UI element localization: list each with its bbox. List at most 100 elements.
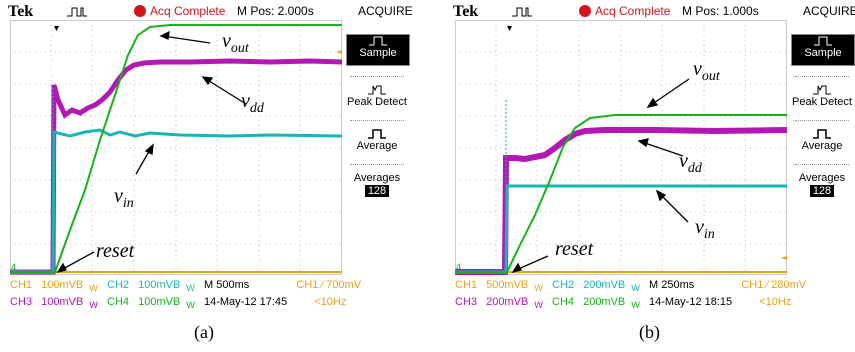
graticule: 4 <box>10 20 342 275</box>
peak-detect-icon <box>813 85 831 95</box>
acquisition-indicator-icon <box>579 5 591 17</box>
scope-topbar: Tek Acq Complete M Pos: 2.000s ACQUIRE <box>4 0 413 22</box>
average-button[interactable]: Average <box>346 128 408 152</box>
side-menu: Sample Peak Detect Average Averages 128 <box>346 20 410 275</box>
peak-detect-icon <box>368 85 386 95</box>
scope-topbar: Tek Acq Complete M Pos: 1.000s ACQUIRE <box>449 0 855 22</box>
trigger-setting: CH1 ∕ 700mV <box>296 279 362 291</box>
ch1-bw: W <box>89 283 98 294</box>
status-line-1: CH1 100mVB W CH2 100mVB W M 500ms CH1 ∕ 70… <box>10 279 367 293</box>
ch2-scale: 200mVB <box>583 279 626 291</box>
ch4-trace-vout <box>10 24 342 273</box>
ch4-scale: 100mVB <box>138 296 181 308</box>
ch4-trace-vout <box>455 114 787 273</box>
ch1-trigger-level-marker <box>336 50 342 54</box>
averages-value: 128 <box>364 185 390 197</box>
trigger-frequency: <10Hz <box>314 296 347 308</box>
brand-logo: Tek <box>8 3 34 20</box>
acquisition-indicator-icon <box>134 5 146 17</box>
peak-detect-button[interactable]: Peak Detect <box>346 84 408 108</box>
side-menu: Sample Peak Detect Average Averages 128 <box>791 20 855 275</box>
ch3-scale: 100mVB <box>41 296 84 308</box>
label-reset: reset <box>96 240 135 262</box>
ch1-label: CH1 <box>455 279 478 291</box>
ch1-bw: W <box>534 283 543 294</box>
ch3-trace-vdd <box>455 127 787 275</box>
ch3-bw: W <box>534 300 543 311</box>
average-label: Average <box>356 140 398 152</box>
ch4-ground-marker: 4 <box>11 262 16 272</box>
ch1-scale: 500mVB <box>486 279 529 291</box>
figure-caption: (a) <box>194 322 214 342</box>
status-line-1: CH1 500mVB W CH2 200mVB W M 250ms CH1 ∕ 28… <box>455 279 812 293</box>
timebase: M 500ms <box>204 279 250 291</box>
trigger-marker-icon <box>54 26 59 31</box>
label-vout: vout <box>222 30 249 56</box>
ch3-trace-vdd <box>10 58 342 275</box>
acquisition-status: Acq Complete <box>150 4 226 18</box>
pulse-trigger-icon <box>512 7 532 17</box>
averages-label: Averages <box>353 172 401 184</box>
ch1-scale: 100mVB <box>41 279 84 291</box>
peak-detect-button[interactable]: Peak Detect <box>791 84 853 108</box>
ch4-bw: W <box>631 300 640 311</box>
averages-label: Averages <box>798 172 846 184</box>
timebase: M 250ms <box>649 279 695 291</box>
ch4-label: CH4 <box>107 296 130 308</box>
average-button[interactable]: Average <box>791 128 853 152</box>
label-vdd: vdd <box>679 150 702 176</box>
averages-control[interactable]: Averages 128 <box>346 172 408 197</box>
averages-value: 128 <box>809 185 835 197</box>
ch1-label: CH1 <box>10 279 33 291</box>
averages-control[interactable]: Averages 128 <box>791 172 853 197</box>
ch2-label: CH2 <box>107 279 130 291</box>
label-vin: vin <box>114 185 134 211</box>
ch4-scale: 200mVB <box>583 296 626 308</box>
ch2-bw: W <box>186 283 195 294</box>
brand-logo: Tek <box>453 3 479 20</box>
trigger-frequency: <10Hz <box>759 296 792 308</box>
ch3-label: CH3 <box>10 296 33 308</box>
label-vin: vin <box>695 216 715 242</box>
sample-label: Sample <box>804 47 842 59</box>
ch3-bw: W <box>89 300 98 311</box>
ch4-bw: W <box>186 300 195 311</box>
ch2-bw: W <box>631 283 640 294</box>
average-mode-icon <box>368 129 386 139</box>
scope-panel-b: Tek Acq Complete M Pos: 1.000s ACQUIRE <box>449 0 855 352</box>
ch3-label: CH3 <box>455 296 478 308</box>
waveform-display: 4 <box>455 20 787 275</box>
peak-detect-label: Peak Detect <box>347 96 407 108</box>
graticule: 4 <box>455 20 787 275</box>
sample-button[interactable]: Sample <box>791 34 855 66</box>
sample-label: Sample <box>359 47 397 59</box>
annotation-arrows <box>56 30 247 274</box>
ch1-trigger-level-marker <box>781 256 787 260</box>
average-mode-icon <box>813 129 831 139</box>
label-vdd: vdd <box>241 90 264 116</box>
sample-mode-icon <box>369 36 387 46</box>
horizontal-position: M Pos: 1.000s <box>682 4 759 18</box>
ch4-label: CH4 <box>552 296 575 308</box>
horizontal-position: M Pos: 2.000s <box>237 4 314 18</box>
label-reset: reset <box>555 238 594 260</box>
scope-panel-a: Tek Acq Complete M Pos: 2.000s ACQUIRE <box>4 0 419 352</box>
status-line-2: CH3 200mVB W CH4 200mVB W 14-May-12 18:15 … <box>455 296 797 310</box>
menu-title: ACQUIRE <box>358 4 413 18</box>
average-label: Average <box>801 140 843 152</box>
figure-caption: (b) <box>639 322 660 342</box>
ch2-scale: 100mVB <box>138 279 181 291</box>
sample-button[interactable]: Sample <box>346 34 410 66</box>
peak-detect-label: Peak Detect <box>792 96 852 108</box>
datetime: 14-May-12 17:45 <box>204 296 288 308</box>
pulse-trigger-icon <box>67 7 87 17</box>
trigger-setting: CH1 ∕ 280mV <box>741 279 807 291</box>
acquisition-status: Acq Complete <box>595 4 671 18</box>
menu-title: ACQUIRE <box>803 4 855 18</box>
ch2-trace-vin <box>10 128 342 274</box>
waveform-display: 4 <box>10 20 342 275</box>
sample-mode-icon <box>814 36 832 46</box>
ch3-scale: 200mVB <box>486 296 529 308</box>
datetime: 14-May-12 18:15 <box>649 296 733 308</box>
ch4-ground-marker: 4 <box>456 262 461 272</box>
